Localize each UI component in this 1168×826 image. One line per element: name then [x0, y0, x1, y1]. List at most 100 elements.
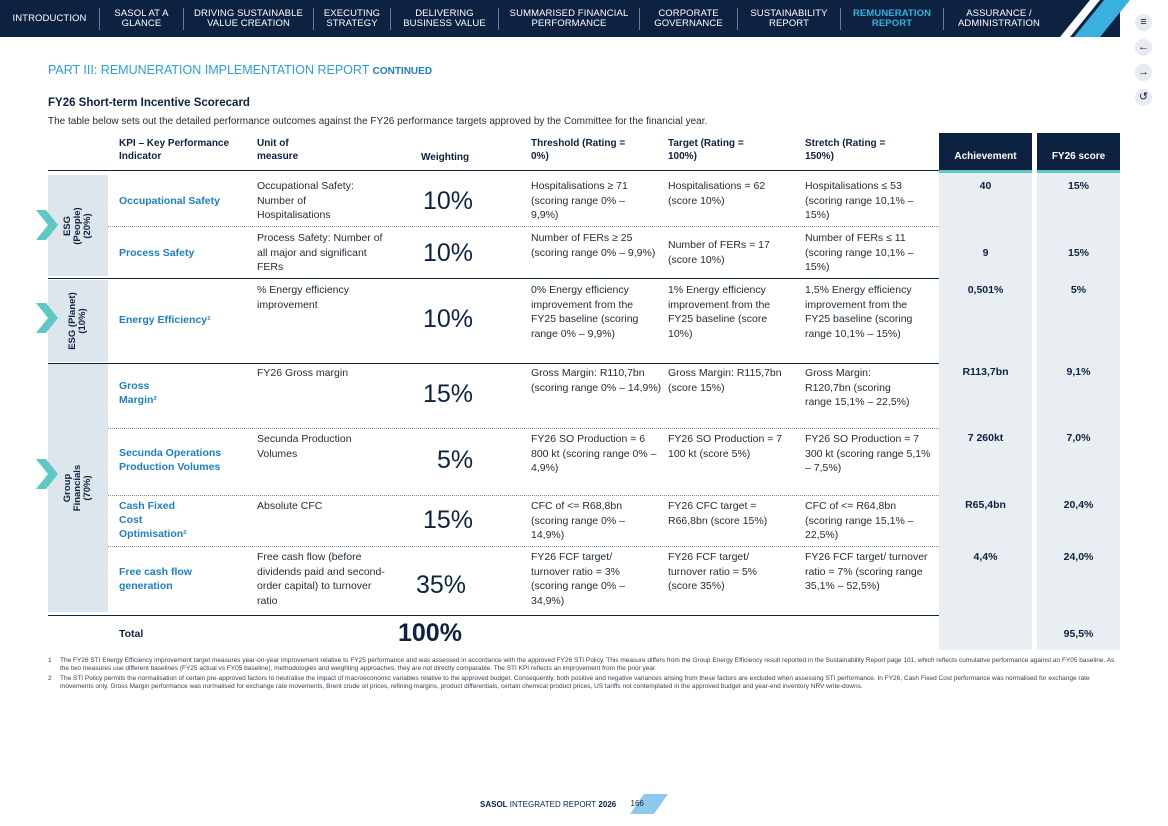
kpi-occupational-safety: Occupational Safety [119, 195, 220, 207]
nav-summarised-financial[interactable]: SUMMARISED FINANCIAL PERFORMANCE [499, 7, 640, 30]
nav-driving-value[interactable]: DRIVING SUSTAINABLE VALUE CREATION [184, 7, 314, 30]
target-secunda-operations: FY26 SO Production = 7 100 kt (score 5%) [668, 433, 783, 460]
score-occupational-safety: 15% [1067, 180, 1089, 192]
stretch-energy-efficiency: 1,5% Energy efficiency improvement from … [805, 284, 913, 340]
part-title-suffix: CONTINUED [372, 66, 433, 77]
unit-occupational-safety: Occupational Safety: Number of Hospitali… [257, 180, 354, 221]
threshold-gross-margin: Gross Margin: R110,7bn (scoring range 0%… [531, 367, 662, 394]
score-column-shade [1037, 170, 1120, 650]
weighting-free-cash-flow: 35% [416, 571, 467, 599]
page-badge-shape [630, 794, 669, 814]
kpi-process-safety: Process Safety [119, 247, 195, 259]
chevron-right-icon [36, 210, 58, 240]
page-number: 166 [630, 799, 644, 808]
forward-icon[interactable]: → [1135, 64, 1152, 81]
total-top-rule [48, 615, 939, 616]
score-gross-margin: 9,1% [1066, 366, 1091, 378]
kpi-free-cash-flow: Free cash flow generation [119, 566, 192, 592]
chevron-right-icon [36, 303, 58, 333]
page-footer: SASOL INTEGRATED REPORT 2026 166 [480, 794, 672, 814]
unit-secunda-operations: Secunda Production Volumes [257, 433, 352, 460]
threshold-process-safety: Number of FERs ≥ 25 (scoring range 0% – … [531, 232, 656, 259]
threshold-energy-efficiency: 0% Energy efficiency improvement from th… [531, 284, 639, 340]
score-process-safety: 15% [1067, 247, 1089, 259]
nav-corporate-governance[interactable]: CORPORATE GOVERNANCE [640, 7, 738, 30]
group-esg-people [48, 175, 108, 276]
weighting-cash-fixed-cost: 15% [423, 506, 474, 534]
group-financials [48, 364, 108, 612]
section-intro: The table below sets out the detailed pe… [48, 116, 708, 127]
side-toolbar: ≡ ← → ↺ [1135, 14, 1153, 114]
row-divider [108, 495, 939, 496]
row-divider [108, 226, 939, 227]
group-divider [48, 363, 939, 364]
nav-sasol-at-a-glance[interactable]: SASOL AT A GLANCE [100, 7, 184, 30]
menu-icon[interactable]: ≡ [1135, 14, 1152, 31]
kpi-cash-fixed-cost: Cash Fixed Cost Optimisation² [119, 500, 187, 540]
group-esg-planet [48, 280, 108, 362]
header-weighting: Weighting [421, 152, 470, 163]
target-process-safety: Number of FERs = 17 (score 10%) [668, 239, 770, 266]
achievement-free-cash-flow: 4,4% [973, 551, 998, 563]
stretch-occupational-safety: Hospitalisations ≤ 53 (scoring range 10,… [805, 180, 914, 221]
stretch-process-safety: Number of FERs ≤ 11 (scoring range 10,1%… [805, 232, 914, 273]
header-score: FY26 score [1037, 133, 1120, 170]
score-energy-efficiency: 5% [1070, 284, 1087, 296]
row-divider [108, 428, 939, 429]
score-cash-fixed-cost: 20,4% [1063, 499, 1094, 511]
achievement-occupational-safety: 40 [979, 180, 992, 192]
footnote: 1 The FY26 STI Energy Efficiency improvem… [48, 657, 1115, 673]
footer-year: 2026 [598, 799, 617, 809]
footer-brand: SASOL [480, 799, 508, 809]
header-accent-achievement [939, 170, 1032, 173]
return-icon[interactable]: ↺ [1135, 89, 1152, 106]
nav-sustainability-report[interactable]: SUSTAINABILITY REPORT [738, 7, 841, 30]
back-icon[interactable]: ← [1135, 39, 1152, 56]
total-score: 95,5% [1063, 628, 1094, 640]
weighting-occupational-safety: 10% [423, 187, 474, 215]
header-unit: Unit of measure [257, 138, 299, 162]
unit-cash-fixed-cost: Absolute CFC [257, 500, 323, 512]
target-cash-fixed-cost: FY26 CFC target = R66,8bn (score 15%) [668, 500, 768, 527]
total-weighting: 100% [398, 619, 462, 647]
row-divider [108, 546, 939, 547]
target-energy-efficiency: 1% Energy efficiency improvement from th… [668, 284, 771, 340]
header-target: Target (Rating = 100%) [668, 138, 744, 162]
stretch-cash-fixed-cost: CFC of <= R64,8bn (scoring range 15,1% –… [805, 500, 914, 541]
header-threshold: Threshold (Rating = 0%) [531, 138, 626, 162]
header-kpi: KPI – Key Performance Indicator [119, 138, 230, 162]
kpi-secunda-operations: Secunda Operations Production Volumes [119, 447, 222, 473]
total-label: Total [119, 628, 144, 640]
unit-free-cash-flow: Free cash flow (before dividends paid an… [257, 551, 385, 607]
section-title: FY26 Short-term Incentive Scorecard [48, 97, 250, 109]
nav-introduction[interactable]: INTRODUCTION [0, 7, 100, 30]
achievement-gross-margin: R113,7bn [962, 366, 1009, 378]
nav-assurance-administration[interactable]: ASSURANCE / ADMINISTRATION [958, 7, 1040, 29]
threshold-secunda-operations: FY26 SO Production = 6 800 kt (scoring r… [531, 433, 657, 474]
achievement-cash-fixed-cost: R65,4bn [965, 499, 1006, 511]
nav-remuneration-report[interactable]: REMUNERATION REPORT [841, 7, 944, 30]
footer-report: INTEGRATED REPORT [509, 799, 597, 809]
threshold-cash-fixed-cost: CFC of <= R68,8bn (scoring range 0% – 14… [531, 500, 625, 541]
stretch-free-cash-flow: FY26 FCF target/ turnover ratio = 7% (sc… [805, 551, 928, 592]
nav-executing-strategy[interactable]: EXECUTING STRATEGY [314, 7, 391, 30]
weighting-energy-efficiency: 10% [423, 305, 474, 333]
nav-delivering-business-value[interactable]: DELIVERING BUSINESS VALUE [391, 7, 499, 30]
footnote: 2 The STI Policy permits the normalisatio… [48, 674, 1090, 690]
stretch-gross-margin: Gross Margin: R120,7bn (scoring range 15… [805, 367, 910, 408]
weighting-secunda-operations: 5% [437, 446, 474, 474]
footnotes: 1 The FY26 STI Energy Efficiency improvem… [48, 657, 1120, 692]
unit-gross-margin: FY26 Gross margin [257, 367, 349, 379]
header-accent-score [1037, 170, 1120, 173]
kpi-gross-margin: Gross Margin² [119, 380, 157, 406]
top-navigation: INTRODUCTION SASOL AT A GLANCE DRIVING S… [0, 0, 1120, 37]
achievement-energy-efficiency: 0,501% [967, 284, 1004, 296]
group-divider [48, 278, 939, 279]
target-free-cash-flow: FY26 FCF target/ turnover ratio = 5% (sc… [668, 551, 758, 592]
unit-energy-efficiency: % Energy efficiency improvement [257, 284, 350, 311]
header-stretch: Stretch (Rating = 150%) [805, 138, 886, 162]
achievement-process-safety: 9 [982, 247, 989, 259]
stretch-secunda-operations: FY26 SO Production = 7 300 kt (scoring r… [805, 433, 931, 474]
nav-accent-shape [1060, 0, 1130, 37]
unit-process-safety: Process Safety: Number of all major and … [257, 232, 383, 273]
